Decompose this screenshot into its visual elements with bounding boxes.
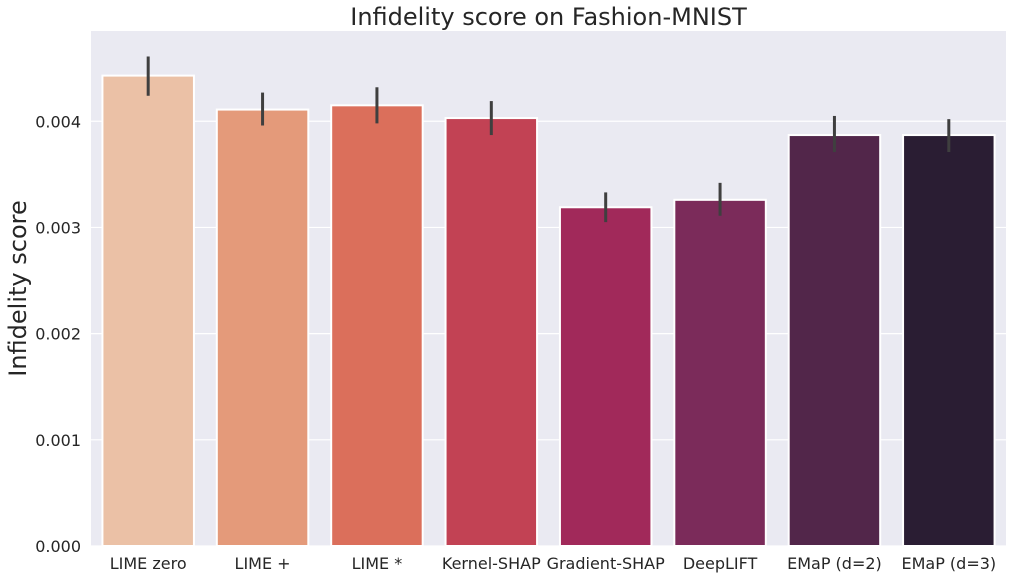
y-tick-label: 0.002 (35, 325, 81, 344)
bar (902, 134, 996, 547)
x-tick-label: EMaP (d=3) (901, 554, 996, 573)
bar (787, 134, 882, 547)
x-tick-label: LIME zero (110, 554, 187, 573)
x-tick-label: DeepLIFT (683, 554, 758, 573)
bar (215, 108, 310, 547)
x-tick-label: Kernel-SHAP (442, 554, 541, 573)
x-tick-label: LIME + (235, 554, 291, 573)
chart-title: Infidelity score on Fashion-MNIST (350, 3, 747, 31)
y-tick-label: 0.000 (35, 537, 81, 556)
y-tick-label: 0.004 (35, 112, 81, 131)
y-tick-label: 0.003 (35, 218, 81, 237)
bars (101, 74, 996, 548)
y-axis-ticks: 0.000 0.001 0.002 0.003 0.004 (35, 112, 81, 556)
x-tick-label: EMaP (d=2) (787, 554, 882, 573)
error-bars (146, 56, 951, 223)
x-tick-label: Gradient-SHAP (547, 554, 666, 573)
bar (330, 104, 424, 547)
x-tick-label: LIME * (352, 554, 403, 573)
x-axis-ticks: LIME zero LIME + LIME * Kernel-SHAP Gradient… (110, 554, 996, 573)
bar (101, 74, 195, 548)
bar (558, 206, 653, 547)
y-tick-label: 0.001 (35, 431, 81, 450)
y-axis-label: Infidelity score (4, 200, 32, 376)
bar (444, 117, 539, 547)
bar (673, 198, 767, 547)
